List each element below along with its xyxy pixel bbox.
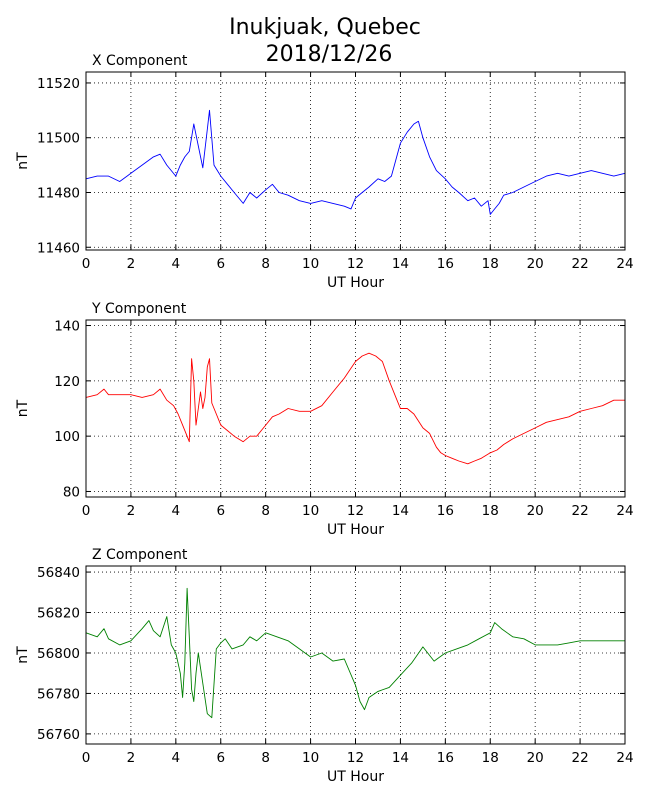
x-tick-label: 2	[127, 503, 136, 519]
x-tick-label: 16	[437, 750, 454, 766]
x-tick-label: 8	[261, 503, 270, 519]
x-tick-label: 22	[571, 256, 588, 272]
x-tick-label: 12	[347, 256, 364, 272]
y-axis-label: nT	[15, 646, 31, 664]
y-tick-label: 120	[54, 374, 80, 390]
y-tick-label: 11520	[37, 76, 80, 92]
chart-title-line1: Inukjuak, Quebec	[229, 15, 421, 40]
y-tick-label: 140	[54, 319, 80, 335]
x-tick-label: 8	[261, 750, 270, 766]
x-tick-label: 6	[216, 256, 225, 272]
y-tick-label: 56800	[37, 646, 80, 662]
x-tick-label: 24	[616, 256, 633, 272]
x-axis-label: UT Hour	[327, 275, 384, 291]
x-tick-label: 18	[482, 750, 499, 766]
x-tick-label: 0	[82, 256, 91, 272]
x-tick-label: 8	[261, 256, 270, 272]
y-component-title: Y Component	[91, 301, 187, 317]
x-tick-label: 2	[127, 256, 136, 272]
x-tick-label: 4	[172, 256, 181, 272]
x-tick-label: 24	[616, 750, 633, 766]
x-tick-label: 22	[571, 750, 588, 766]
x-tick-label: 10	[302, 503, 319, 519]
x-tick-label: 0	[82, 750, 91, 766]
y-axis-label: nT	[15, 152, 31, 170]
x-tick-label: 18	[482, 256, 499, 272]
x-tick-label: 18	[482, 503, 499, 519]
x-tick-label: 10	[302, 256, 319, 272]
y-tick-label: 56780	[37, 686, 80, 702]
x-tick-label: 16	[437, 256, 454, 272]
x-tick-label: 2	[127, 750, 136, 766]
x-axis-label: UT Hour	[327, 522, 384, 538]
x-tick-label: 12	[347, 503, 364, 519]
x-tick-label: 10	[302, 750, 319, 766]
x-tick-label: 24	[616, 503, 633, 519]
x-tick-label: 4	[172, 503, 181, 519]
x-tick-label: 12	[347, 750, 364, 766]
x-tick-label: 14	[392, 256, 409, 272]
y-component-series-line	[85, 352, 625, 465]
y-tick-label: 80	[63, 484, 80, 500]
x-tick-label: 20	[527, 750, 544, 766]
x-tick-label: 22	[571, 503, 588, 519]
x-axis-label: UT Hour	[327, 769, 384, 785]
x-tick-label: 20	[527, 256, 544, 272]
x-tick-label: 14	[392, 750, 409, 766]
x-component-series-line	[85, 109, 626, 215]
y-tick-label: 11500	[37, 131, 80, 147]
x-tick-label: 0	[82, 503, 91, 519]
y-tick-label: 56840	[37, 565, 80, 581]
y-tick-label: 11460	[37, 240, 80, 256]
y-axis-label: nT	[15, 399, 31, 417]
y-tick-label: 56760	[37, 727, 80, 743]
x-tick-label: 14	[392, 503, 409, 519]
x-tick-label: 6	[216, 750, 225, 766]
y-tick-label: 11480	[37, 185, 80, 201]
z-component-title: Z Component	[92, 547, 188, 563]
z-component-series-line	[85, 587, 625, 719]
chart-title-line2: 2018/12/26	[266, 42, 393, 67]
x-tick-label: 16	[437, 503, 454, 519]
y-tick-label: 56820	[37, 606, 80, 622]
x-tick-label: 4	[172, 750, 181, 766]
x-component-title: X Component	[92, 53, 188, 69]
x-tick-label: 20	[527, 503, 544, 519]
y-tick-label: 100	[54, 429, 80, 445]
x-tick-label: 6	[216, 503, 225, 519]
